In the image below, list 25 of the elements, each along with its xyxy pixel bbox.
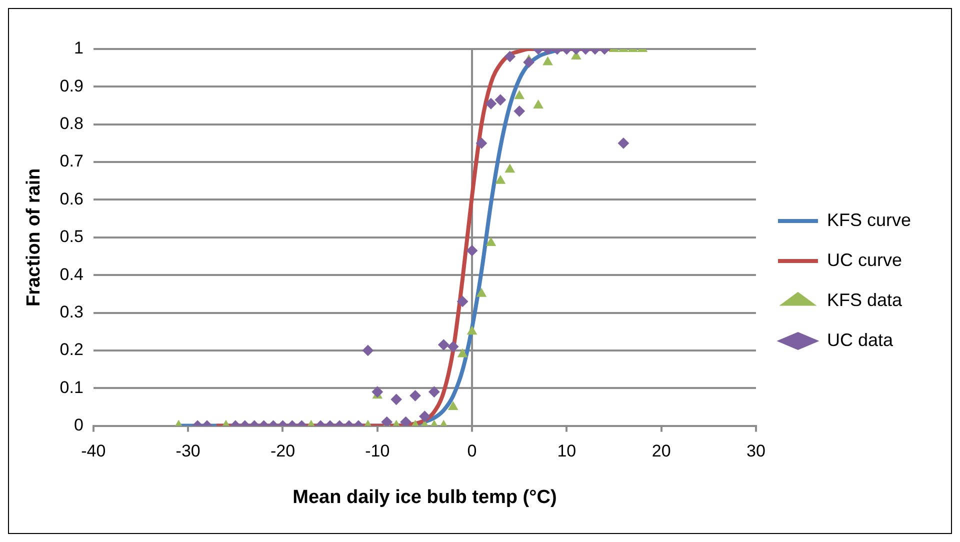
x-tick-label: 30	[746, 442, 766, 461]
x-tick-label: -40	[81, 442, 106, 461]
x-axis-title: Mean daily ice bulb temp (°C)	[292, 486, 557, 508]
y-tick-label: 0	[74, 415, 84, 434]
y-tick-label: 1	[74, 38, 84, 58]
y-tick-label: 0.6	[60, 189, 84, 208]
x-tick-label: 10	[557, 442, 576, 461]
y-tick-label: 0.3	[60, 302, 84, 322]
legend-label: UC data	[826, 330, 894, 350]
x-tick-label: -30	[176, 442, 200, 461]
y-axis-title: Fraction of rain	[24, 168, 45, 307]
x-tick-label: -20	[270, 442, 296, 461]
y-tick-label: 0.2	[60, 340, 84, 360]
y-tick-label: 0.5	[60, 227, 84, 246]
x-tick-label: 0	[467, 442, 477, 461]
y-tick-label: 0.4	[60, 264, 84, 284]
y-tick-label: 0.8	[60, 114, 84, 134]
x-tick-label: 20	[652, 442, 671, 461]
x-tick-label: -10	[365, 442, 390, 461]
legend-label: UC curve	[826, 250, 902, 270]
y-tick-label: 0.7	[60, 152, 84, 171]
y-tick-label: 0.9	[60, 76, 84, 96]
y-tick-label: 0.1	[60, 378, 84, 397]
legend-label: KFS data	[826, 290, 904, 310]
legend-label: KFS curve	[826, 210, 912, 230]
